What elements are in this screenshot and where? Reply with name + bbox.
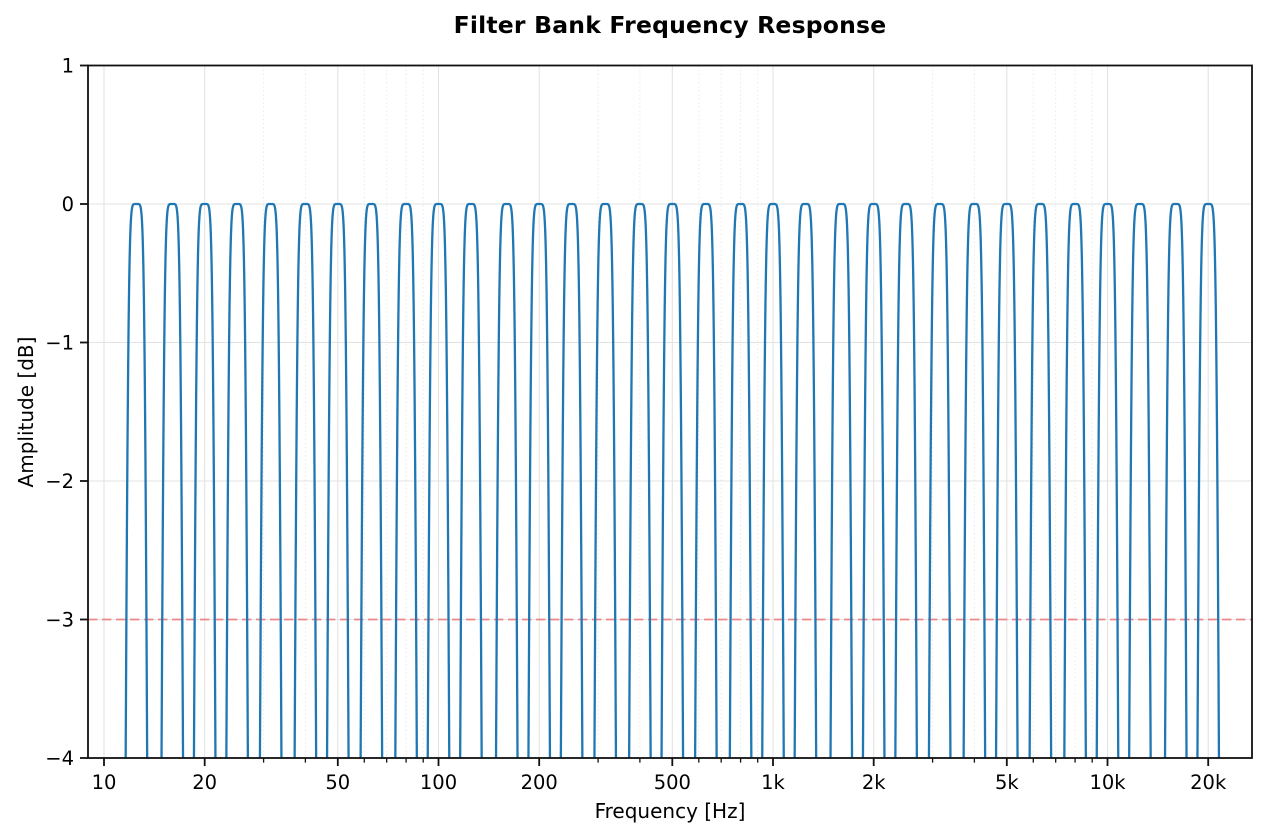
filter-curve <box>593 202 618 758</box>
x-minor-grid <box>263 65 1093 758</box>
filter-curve <box>1095 202 1120 758</box>
filter-curve <box>325 202 350 758</box>
filter-curve <box>660 202 685 758</box>
x-tick-label: 5k <box>995 771 1019 794</box>
y-tick-label: −4 <box>45 747 74 770</box>
filter-curve <box>1028 202 1053 758</box>
filter-curve <box>793 202 818 758</box>
y-tick-label: 0 <box>62 193 74 216</box>
filter-curve <box>494 202 519 758</box>
plot-background <box>88 65 1252 758</box>
y-tick-label: −2 <box>45 470 74 493</box>
y-tick-label: 1 <box>62 55 74 78</box>
x-tick-label: 10 <box>92 771 117 794</box>
filter-curve <box>124 202 149 758</box>
y-tick-labels: 1 0 −1 −2 −3 −4 <box>45 55 74 771</box>
axes-spines <box>87 64 1253 759</box>
filter-curve <box>258 202 283 758</box>
x-axis-label: Frequency [Hz] <box>594 799 746 823</box>
filter-curve <box>1196 202 1221 758</box>
filter-curve <box>962 202 987 758</box>
filter-curve <box>1063 202 1087 758</box>
filter-curve <box>459 202 483 758</box>
x-tick-label: 20 <box>192 771 217 794</box>
filter-curve <box>861 202 886 758</box>
x-tick-label: 2k <box>862 771 886 794</box>
filter-curve <box>927 202 952 758</box>
x-tick-label: 10k <box>1089 771 1126 794</box>
filter-curve <box>693 202 718 758</box>
x-tick-label: 100 <box>420 771 457 794</box>
x-tick-label: 50 <box>325 771 350 794</box>
x-tick-label: 500 <box>654 771 691 794</box>
filter-curve <box>994 202 1019 758</box>
tick-marks <box>80 64 1210 766</box>
chart-title: Filter Bank Frequency Response <box>453 11 887 39</box>
x-tick-labels: 10 20 50 100 200 500 1k 2k 5k 10k 20k <box>92 771 1227 794</box>
filter-response-curves <box>124 202 1221 758</box>
filter-curve <box>293 202 318 758</box>
x-tick-label: 1k <box>761 771 785 794</box>
filter-curve <box>160 202 185 758</box>
filter-curve <box>426 202 451 758</box>
filter-curve <box>627 202 652 758</box>
x-tick-label: 20k <box>1190 771 1227 794</box>
filter-curve <box>527 202 552 758</box>
filter-curve <box>1128 202 1152 758</box>
y-tick-label: −3 <box>45 609 74 632</box>
filter-curve <box>359 202 384 758</box>
filter-curve <box>1163 202 1188 758</box>
x-tick-label: 200 <box>521 771 558 794</box>
filter-curve <box>394 202 418 758</box>
filter-curve <box>894 202 919 758</box>
y-tick-label: −1 <box>45 332 74 355</box>
filter-curve <box>192 202 217 758</box>
filter-curve <box>761 202 785 758</box>
filter-curve <box>829 202 854 758</box>
filter-curve <box>559 202 584 758</box>
filter-curve <box>225 202 250 758</box>
filter-curve <box>728 202 753 758</box>
